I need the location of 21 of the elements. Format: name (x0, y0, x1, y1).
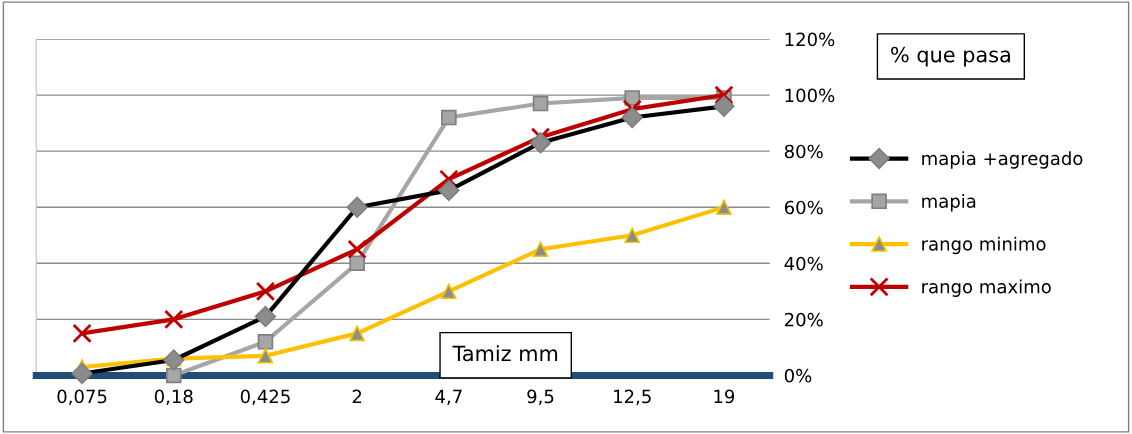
x-tick-label: 9,5 (527, 389, 554, 406)
x-tick-label: 12,5 (614, 389, 651, 406)
y-tick-label: 20% (784, 312, 823, 327)
x-tick-label: 4,7 (435, 389, 462, 406)
x-tick-label: 19 (714, 389, 735, 404)
x-tick-label: 2 (352, 389, 362, 404)
x-tick-label: 0,425 (240, 389, 290, 406)
y-tick-label: 100% (785, 88, 835, 103)
x-tick-label: 0,18 (154, 389, 193, 406)
y-tick-label: 60% (784, 200, 823, 215)
legend-label: mapia (922, 193, 976, 212)
y-tick-label: 80% (784, 144, 823, 159)
y-tick-label: 0% (784, 368, 812, 383)
legend-label: rango minimo (922, 236, 1046, 255)
y-tick-label: 40% (784, 256, 823, 271)
x-axis-title: Tamiz mm (452, 345, 558, 362)
y-tick-label: 120% (785, 32, 835, 47)
y-axis-title: % que pasa (891, 46, 1010, 67)
x-tick-label: 0,075 (57, 389, 107, 406)
legend-label: rango maximo (922, 279, 1051, 297)
legend-label: mapia +agregado (922, 151, 1083, 169)
